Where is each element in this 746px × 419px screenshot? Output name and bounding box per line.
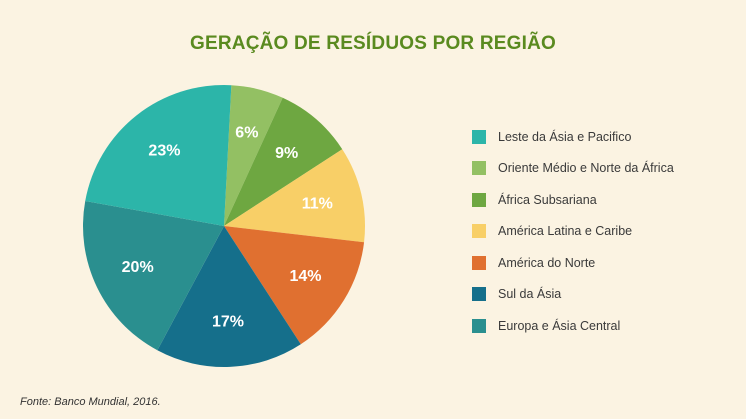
pie-slice	[224, 226, 365, 345]
pie-slice	[83, 201, 225, 351]
legend-swatch	[472, 161, 486, 176]
legend-label: Leste da Ásia e Pacifico	[498, 129, 632, 144]
legend-item: Europa e Ásia Central	[472, 310, 674, 342]
legend-label: Sul da Ásia	[498, 287, 562, 302]
legend-swatch	[472, 224, 486, 239]
pie-slice	[157, 226, 301, 367]
legend-swatch	[472, 192, 486, 207]
slice-label: 23%	[148, 142, 180, 159]
slice-label: 17%	[212, 313, 244, 330]
slice-label: 11%	[302, 196, 333, 213]
legend-label: América do Norte	[498, 255, 596, 270]
slice-label: 14%	[289, 268, 321, 285]
legend-label: Europa e Ásia Central	[498, 318, 621, 333]
legend-label: África Subsariana	[498, 192, 597, 207]
pie-slice	[224, 85, 283, 226]
pie-slice	[85, 84, 232, 226]
legend: Leste da Ásia e Pacifico Oriente Médio e…	[472, 121, 674, 342]
legend-swatch	[472, 255, 486, 270]
legend-item: Sul da Ásia	[472, 279, 674, 311]
source-note: Fonte: Banco Mundial, 2016.	[20, 396, 161, 408]
chart-title: GERAÇÃO DE RESÍDUOS POR REGIÃO	[190, 33, 556, 54]
pie-slice	[224, 97, 343, 227]
legend-swatch	[472, 287, 486, 302]
pie-slice	[224, 149, 365, 243]
legend-item: Oriente Médio e Norte da África	[472, 153, 674, 185]
slice-label: 20%	[122, 259, 154, 276]
legend-label: América Latina e Caribe	[498, 224, 633, 239]
legend-swatch	[472, 129, 486, 144]
legend-item: América do Norte	[472, 247, 674, 279]
slice-label: 9%	[275, 145, 298, 162]
legend-item: América Latina e Caribe	[472, 216, 674, 248]
legend-label: Oriente Médio e Norte da África	[498, 161, 674, 176]
legend-item: Leste da Ásia e Pacifico	[472, 121, 674, 153]
legend-swatch	[472, 318, 486, 333]
slice-label: 6%	[235, 124, 258, 141]
legend-item: África Subsariana	[472, 184, 674, 216]
